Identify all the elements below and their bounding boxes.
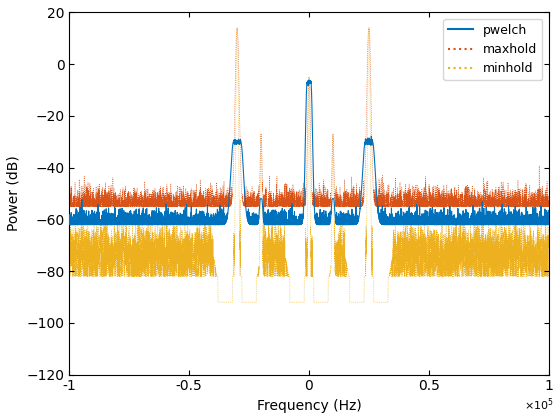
Text: $\times10^5$: $\times10^5$ bbox=[524, 396, 553, 413]
pwelch bbox=[240, 161, 246, 166]
Line: maxhold: maxhold bbox=[69, 28, 549, 207]
minhold bbox=[214, 300, 221, 305]
maxhold bbox=[545, 199, 552, 204]
minhold bbox=[422, 234, 428, 239]
minhold bbox=[66, 236, 73, 241]
pwelch bbox=[90, 222, 97, 227]
minhold bbox=[240, 300, 246, 305]
maxhold bbox=[234, 26, 240, 31]
Y-axis label: Power (dB): Power (dB) bbox=[7, 156, 21, 231]
maxhold bbox=[447, 204, 454, 209]
pwelch bbox=[422, 221, 428, 226]
maxhold bbox=[421, 204, 428, 209]
pwelch bbox=[545, 209, 552, 214]
maxhold bbox=[90, 198, 97, 203]
minhold bbox=[447, 233, 454, 238]
minhold bbox=[234, 26, 240, 31]
minhold bbox=[545, 241, 552, 246]
minhold bbox=[371, 300, 377, 305]
Line: minhold: minhold bbox=[69, 28, 549, 302]
pwelch bbox=[66, 219, 73, 224]
maxhold bbox=[240, 202, 246, 207]
pwelch bbox=[371, 150, 377, 155]
minhold bbox=[349, 300, 356, 305]
X-axis label: Frequency (Hz): Frequency (Hz) bbox=[256, 399, 361, 413]
maxhold bbox=[66, 204, 73, 209]
Line: pwelch: pwelch bbox=[69, 80, 549, 225]
minhold bbox=[90, 236, 97, 241]
pwelch bbox=[66, 222, 73, 227]
maxhold bbox=[371, 196, 377, 201]
maxhold bbox=[349, 204, 356, 209]
pwelch bbox=[447, 222, 454, 227]
Legend: pwelch, maxhold, minhold: pwelch, maxhold, minhold bbox=[443, 19, 543, 80]
pwelch bbox=[306, 78, 312, 83]
pwelch bbox=[349, 216, 356, 221]
